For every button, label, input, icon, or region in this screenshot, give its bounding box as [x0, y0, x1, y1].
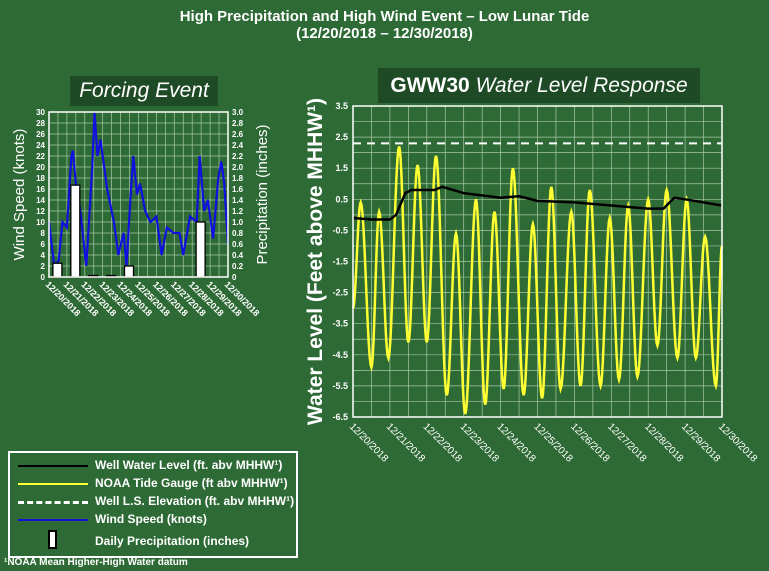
plot-frame: [352, 105, 723, 418]
y-tick-label: 6: [41, 240, 46, 249]
precip-bar: [123, 265, 135, 278]
y-tick-label: 0.5: [335, 194, 348, 204]
legend-swatch-well: [18, 465, 88, 467]
y-tick-label: 1.5: [335, 163, 348, 173]
water-level-title: GWW30 Water Level Response: [378, 68, 700, 103]
y2-tick-label: 0.2: [232, 262, 244, 271]
y-tick-label: -6.5: [332, 412, 348, 422]
y-tick-label: 30: [36, 108, 45, 117]
y2-tick-label: 2.2: [232, 152, 244, 161]
x-tick-label: 12/30/2018: [716, 421, 759, 464]
y2-axis-label: Precipitation (inches): [254, 124, 271, 264]
legend-item-wind: Wind Speed (knots): [10, 511, 296, 529]
chart-title-line2: (12/20/2018 – 12/30/2018): [296, 25, 473, 42]
y-axis-label: Water Level (Feet above MHHW¹): [304, 98, 327, 425]
y2-tick-label: 0.6: [232, 240, 244, 249]
y-tick-label: 0: [41, 273, 46, 282]
y-tick-label: 2: [41, 262, 46, 271]
y-tick-label: 10: [36, 218, 45, 227]
well-id: GWW30: [390, 74, 470, 97]
y-tick-label: -4.5: [332, 350, 348, 360]
well-water-level-line: [352, 185, 723, 221]
y-tick-label: 20: [36, 163, 45, 172]
precip-bar: [52, 262, 63, 278]
y-tick-label: -3.5: [332, 319, 348, 329]
y-tick-label: 14: [36, 196, 45, 205]
y2-tick-label: 0.8: [232, 229, 244, 238]
y2-tick-label: 2.4: [232, 141, 244, 150]
y-tick-label: 28: [36, 119, 45, 128]
title-italic: Water Level Response: [475, 74, 688, 97]
y-tick-label: 12: [36, 207, 45, 216]
chart-title-line1: High Precipitation and High Wind Event –…: [179, 8, 590, 25]
y-tick-label: 22: [36, 152, 45, 161]
y2-tick-label: 2.8: [232, 119, 244, 128]
y2-tick-label: 1.6: [232, 185, 244, 194]
legend-item-precip: Daily Precipitation (inches): [10, 530, 296, 551]
tide-gauge-line: [351, 146, 724, 415]
legend: Well Water Level (ft. abv MHHW¹) NOAA Ti…: [8, 451, 298, 558]
y-tick-label: 18: [36, 174, 45, 183]
y2-tick-label: 0.4: [232, 251, 244, 260]
y-tick-label: -0.5: [332, 225, 348, 235]
y-tick-label: 24: [36, 141, 45, 150]
y2-tick-label: 1.4: [232, 196, 244, 205]
legend-swatch-wind: [18, 519, 88, 521]
legend-swatch-precip: [48, 530, 57, 549]
legend-item-well: Well Water Level (ft. abv MHHW¹): [10, 457, 296, 475]
y2-tick-label: 1.8: [232, 174, 244, 183]
y-tick-label: 8: [41, 229, 46, 238]
y-tick-label: -1.5: [332, 257, 348, 267]
y2-tick-label: 2.6: [232, 130, 244, 139]
legend-label: Well Water Level (ft. abv MHHW¹): [95, 458, 283, 472]
y-tick-label: 3.5: [335, 101, 348, 111]
y-tick-label: 2.5: [335, 132, 348, 142]
forcing-event-title: Forcing Event: [70, 76, 218, 106]
y2-tick-label: 2.0: [232, 163, 244, 172]
legend-item-ls: Well L.S. Elevation (ft. abv MHHW¹): [10, 493, 296, 511]
wind-speed-line: [47, 111, 230, 269]
legend-swatch-tide: [18, 483, 88, 485]
y-tick-label: -5.5: [332, 381, 348, 391]
y2-tick-label: 1.0: [232, 218, 244, 227]
y2-tick-label: 1.2: [232, 207, 244, 216]
precip-bar: [195, 221, 206, 278]
legend-label: Well L.S. Elevation (ft. abv MHHW¹): [95, 494, 295, 508]
plot-frame: [48, 111, 229, 278]
legend-swatch-ls: [18, 501, 88, 504]
legend-label: NOAA Tide Gauge (ft abv MHHW¹): [95, 476, 288, 490]
y-tick-label: 26: [36, 130, 45, 139]
precip-bar: [70, 184, 81, 278]
footnote: ¹NOAA Mean Higher-High Water datum: [4, 557, 188, 568]
y-tick-label: 4: [41, 251, 46, 260]
y-axis-label: Wind Speed (knots): [11, 129, 28, 261]
y-tick-label: -2.5: [332, 288, 348, 298]
y-tick-label: 16: [36, 185, 45, 194]
y2-tick-label: 3.0: [232, 108, 244, 117]
y2-tick-label: 0: [232, 273, 237, 282]
legend-label: Wind Speed (knots): [95, 512, 207, 526]
legend-item-tide: NOAA Tide Gauge (ft abv MHHW¹): [10, 475, 296, 493]
legend-label: Daily Precipitation (inches): [95, 534, 250, 548]
